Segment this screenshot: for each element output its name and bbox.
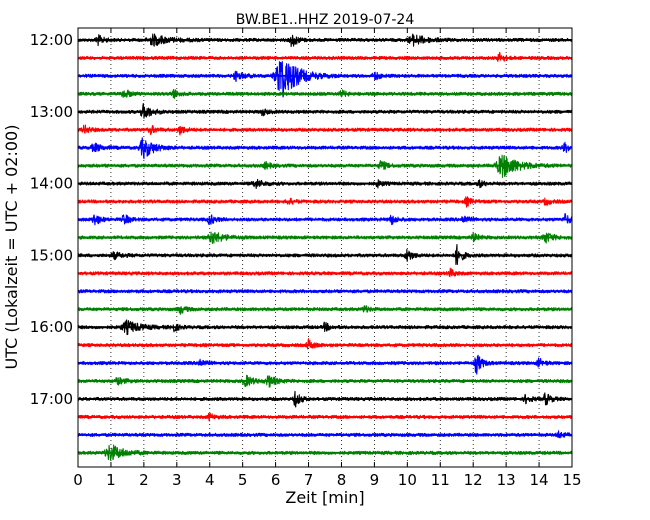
y-ticks: 12:00 13:00 14:00 15:00 16:00 17:00 — [30, 31, 572, 408]
x-tick-label-6: 6 — [271, 471, 281, 489]
x-tick-label-8: 8 — [337, 471, 347, 489]
y-axis-label: UTC (Lokalzeit = UTC + 02:00) — [2, 125, 21, 370]
y-tick-label-16:00: 16:00 — [30, 318, 73, 336]
x-tick-label-11: 11 — [431, 471, 450, 489]
x-tick-label-3: 3 — [172, 471, 182, 489]
x-tick-label-9: 9 — [370, 471, 380, 489]
x-tick-label-15: 15 — [562, 471, 581, 489]
x-axis-label: Zeit [min] — [285, 488, 364, 507]
x-tick-label-12: 12 — [464, 471, 483, 489]
x-tick-label-2: 2 — [139, 471, 149, 489]
x-tick-label-14: 14 — [530, 471, 549, 489]
y-tick-label-13:00: 13:00 — [30, 103, 73, 121]
plot-frame — [77, 27, 573, 468]
x-tick-label-0: 0 — [73, 471, 83, 489]
x-ticks: 0 1 2 3 4 5 6 7 8 9 10 11 12 13 14 15 — [73, 28, 582, 489]
trace-group — [77, 33, 573, 461]
x-tick-label-5: 5 — [238, 471, 248, 489]
y-tick-label-17:00: 17:00 — [30, 390, 73, 408]
chart-title: BW.BE1..HHZ 2019-07-24 — [236, 12, 415, 28]
x-tick-label-7: 7 — [304, 471, 314, 489]
x-tick-label-1: 1 — [106, 471, 116, 489]
y-tick-label-12:00: 12:00 — [30, 31, 73, 49]
y-tick-label-14:00: 14:00 — [30, 175, 73, 193]
x-tick-label-10: 10 — [398, 471, 417, 489]
x-tick-label-4: 4 — [205, 471, 215, 489]
x-tick-label-13: 13 — [497, 471, 516, 489]
y-tick-label-15:00: 15:00 — [30, 246, 73, 264]
